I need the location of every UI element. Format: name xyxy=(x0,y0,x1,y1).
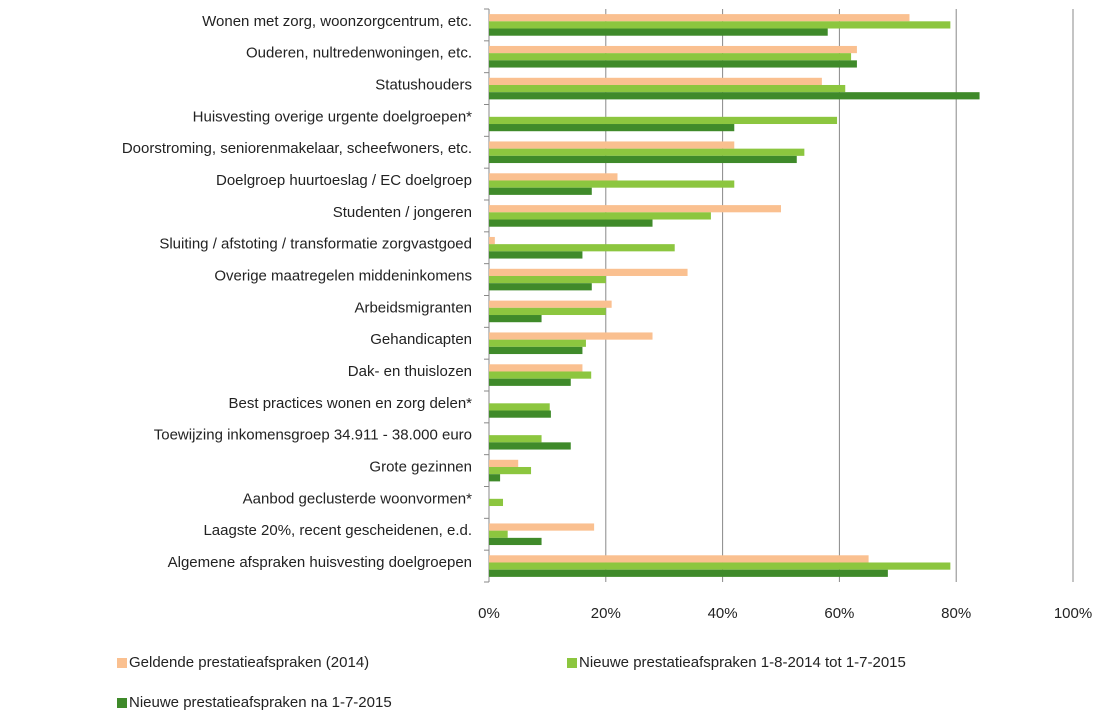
y-tick-label: Best practices wonen en zorg delen* xyxy=(229,395,473,412)
bar xyxy=(489,236,495,245)
bar xyxy=(489,555,869,563)
bar xyxy=(489,84,846,93)
bar xyxy=(489,332,653,340)
y-tick-label: Sluiting / afstoting / transformatie zor… xyxy=(159,236,472,253)
y-tick-label: Statushouders xyxy=(375,77,472,94)
bar xyxy=(489,219,653,227)
y-tick-label: Doelgroep huurtoeslag / EC doelgroep xyxy=(216,172,472,189)
bar xyxy=(489,53,852,61)
bar xyxy=(489,410,551,418)
bar xyxy=(489,339,586,347)
legend-label: Nieuwe prestatieafspraken na 1-7-2015 xyxy=(129,694,392,711)
y-tick-label: Ouderen, nultredenwoningen, etc. xyxy=(246,45,472,62)
bar xyxy=(489,562,951,570)
bar xyxy=(489,251,583,259)
bar xyxy=(489,45,857,54)
legend-swatch xyxy=(567,658,577,668)
bar xyxy=(489,92,980,100)
bar xyxy=(489,569,888,577)
x-tick-label: 20% xyxy=(591,605,621,622)
y-tick-label: Toewijzing inkomensgroep 34.911 - 38.000… xyxy=(154,427,472,444)
bar xyxy=(489,77,822,85)
bar xyxy=(489,60,857,68)
bar xyxy=(489,315,542,323)
legend-swatch xyxy=(117,658,127,668)
bar xyxy=(489,498,504,507)
bar xyxy=(489,155,797,164)
bar xyxy=(489,300,612,308)
legend-label: Nieuwe prestatieafspraken 1-8-2014 tot 1… xyxy=(579,654,906,671)
y-tick-label: Overige maatregelen middeninkomens xyxy=(214,268,472,285)
bar xyxy=(489,364,583,372)
bar xyxy=(489,537,542,546)
bar xyxy=(489,466,532,475)
bar xyxy=(489,21,951,29)
y-tick-label: Aanbod geclusterde woonvormen* xyxy=(243,490,472,507)
y-tick-label: Dak- en thuislozen xyxy=(348,363,472,380)
y-tick-label: Gehandicapten xyxy=(370,331,472,348)
bar xyxy=(489,378,571,386)
bar xyxy=(489,268,688,276)
bar xyxy=(489,523,595,531)
bar xyxy=(489,435,542,443)
bar xyxy=(489,148,805,156)
bar xyxy=(489,244,675,252)
x-tick-label: 100% xyxy=(1054,605,1092,622)
bar xyxy=(489,173,618,181)
y-tick-label: Algemene afspraken huisvesting doelgroep… xyxy=(168,554,472,571)
bar xyxy=(489,474,501,482)
x-tick-label: 0% xyxy=(478,605,500,622)
bar xyxy=(489,212,711,220)
bar xyxy=(489,275,606,284)
y-tick-label: Doorstroming, seniorenmakelaar, scheefwo… xyxy=(122,140,472,157)
x-tick-label: 40% xyxy=(708,605,738,622)
bar xyxy=(489,307,606,316)
bar xyxy=(489,346,583,355)
bar xyxy=(489,14,910,22)
bar xyxy=(489,283,592,291)
bar xyxy=(489,442,571,450)
bar xyxy=(489,124,735,132)
bar xyxy=(489,180,735,188)
bar xyxy=(489,371,592,379)
bar xyxy=(489,205,781,213)
y-tick-label: Wonen met zorg, woonzorgcentrum, etc. xyxy=(202,13,472,30)
bar xyxy=(489,459,519,467)
y-tick-label: Studenten / jongeren xyxy=(333,204,472,221)
y-tick-label: Huisvesting overige urgente doelgroepen* xyxy=(193,108,473,125)
x-tick-label: 80% xyxy=(941,605,971,622)
legend-swatch xyxy=(117,698,127,708)
bar xyxy=(489,28,828,36)
bar xyxy=(489,530,508,538)
bar xyxy=(489,141,735,149)
legend-label: Geldende prestatieafspraken (2014) xyxy=(129,654,369,671)
y-tick-label: Grote gezinnen xyxy=(369,459,472,476)
bar xyxy=(489,116,838,125)
y-tick-label: Arbeidsmigranten xyxy=(354,299,472,316)
y-tick-label: Laagste 20%, recent gescheidenen, e.d. xyxy=(203,522,472,539)
bar xyxy=(489,403,550,411)
bar xyxy=(489,187,592,195)
x-tick-label: 60% xyxy=(824,605,854,622)
